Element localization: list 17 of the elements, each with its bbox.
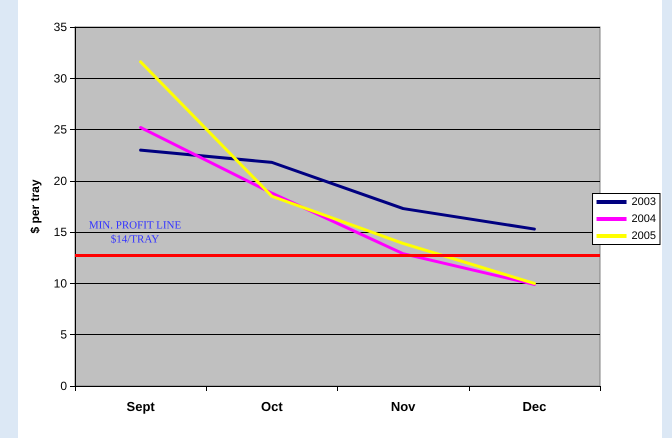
y-tick-label: 0: [60, 379, 68, 393]
ref-line-label: MIN. PROFIT LINE $14/TRAY: [88, 220, 182, 246]
x-tick-label: Sept: [126, 399, 156, 414]
legend-label: 2005: [632, 230, 656, 242]
x-tick-label: Oct: [261, 399, 284, 414]
y-tick-label: 25: [54, 122, 68, 137]
legend-label: 2003: [632, 196, 656, 208]
y-tick-label: 15: [54, 225, 68, 240]
x-tick-label: Dec: [522, 399, 546, 414]
y-tick-label: 10: [54, 276, 68, 290]
y-tick-label: 5: [60, 328, 68, 342]
y-tick-label: 20: [54, 174, 68, 188]
y-tick-label: 35: [54, 20, 68, 34]
y-tick-label: 30: [54, 71, 68, 86]
legend-label: 2004: [632, 213, 656, 225]
y-axis-title: $ per tray: [28, 179, 42, 234]
x-tick-label: Nov: [390, 399, 416, 414]
